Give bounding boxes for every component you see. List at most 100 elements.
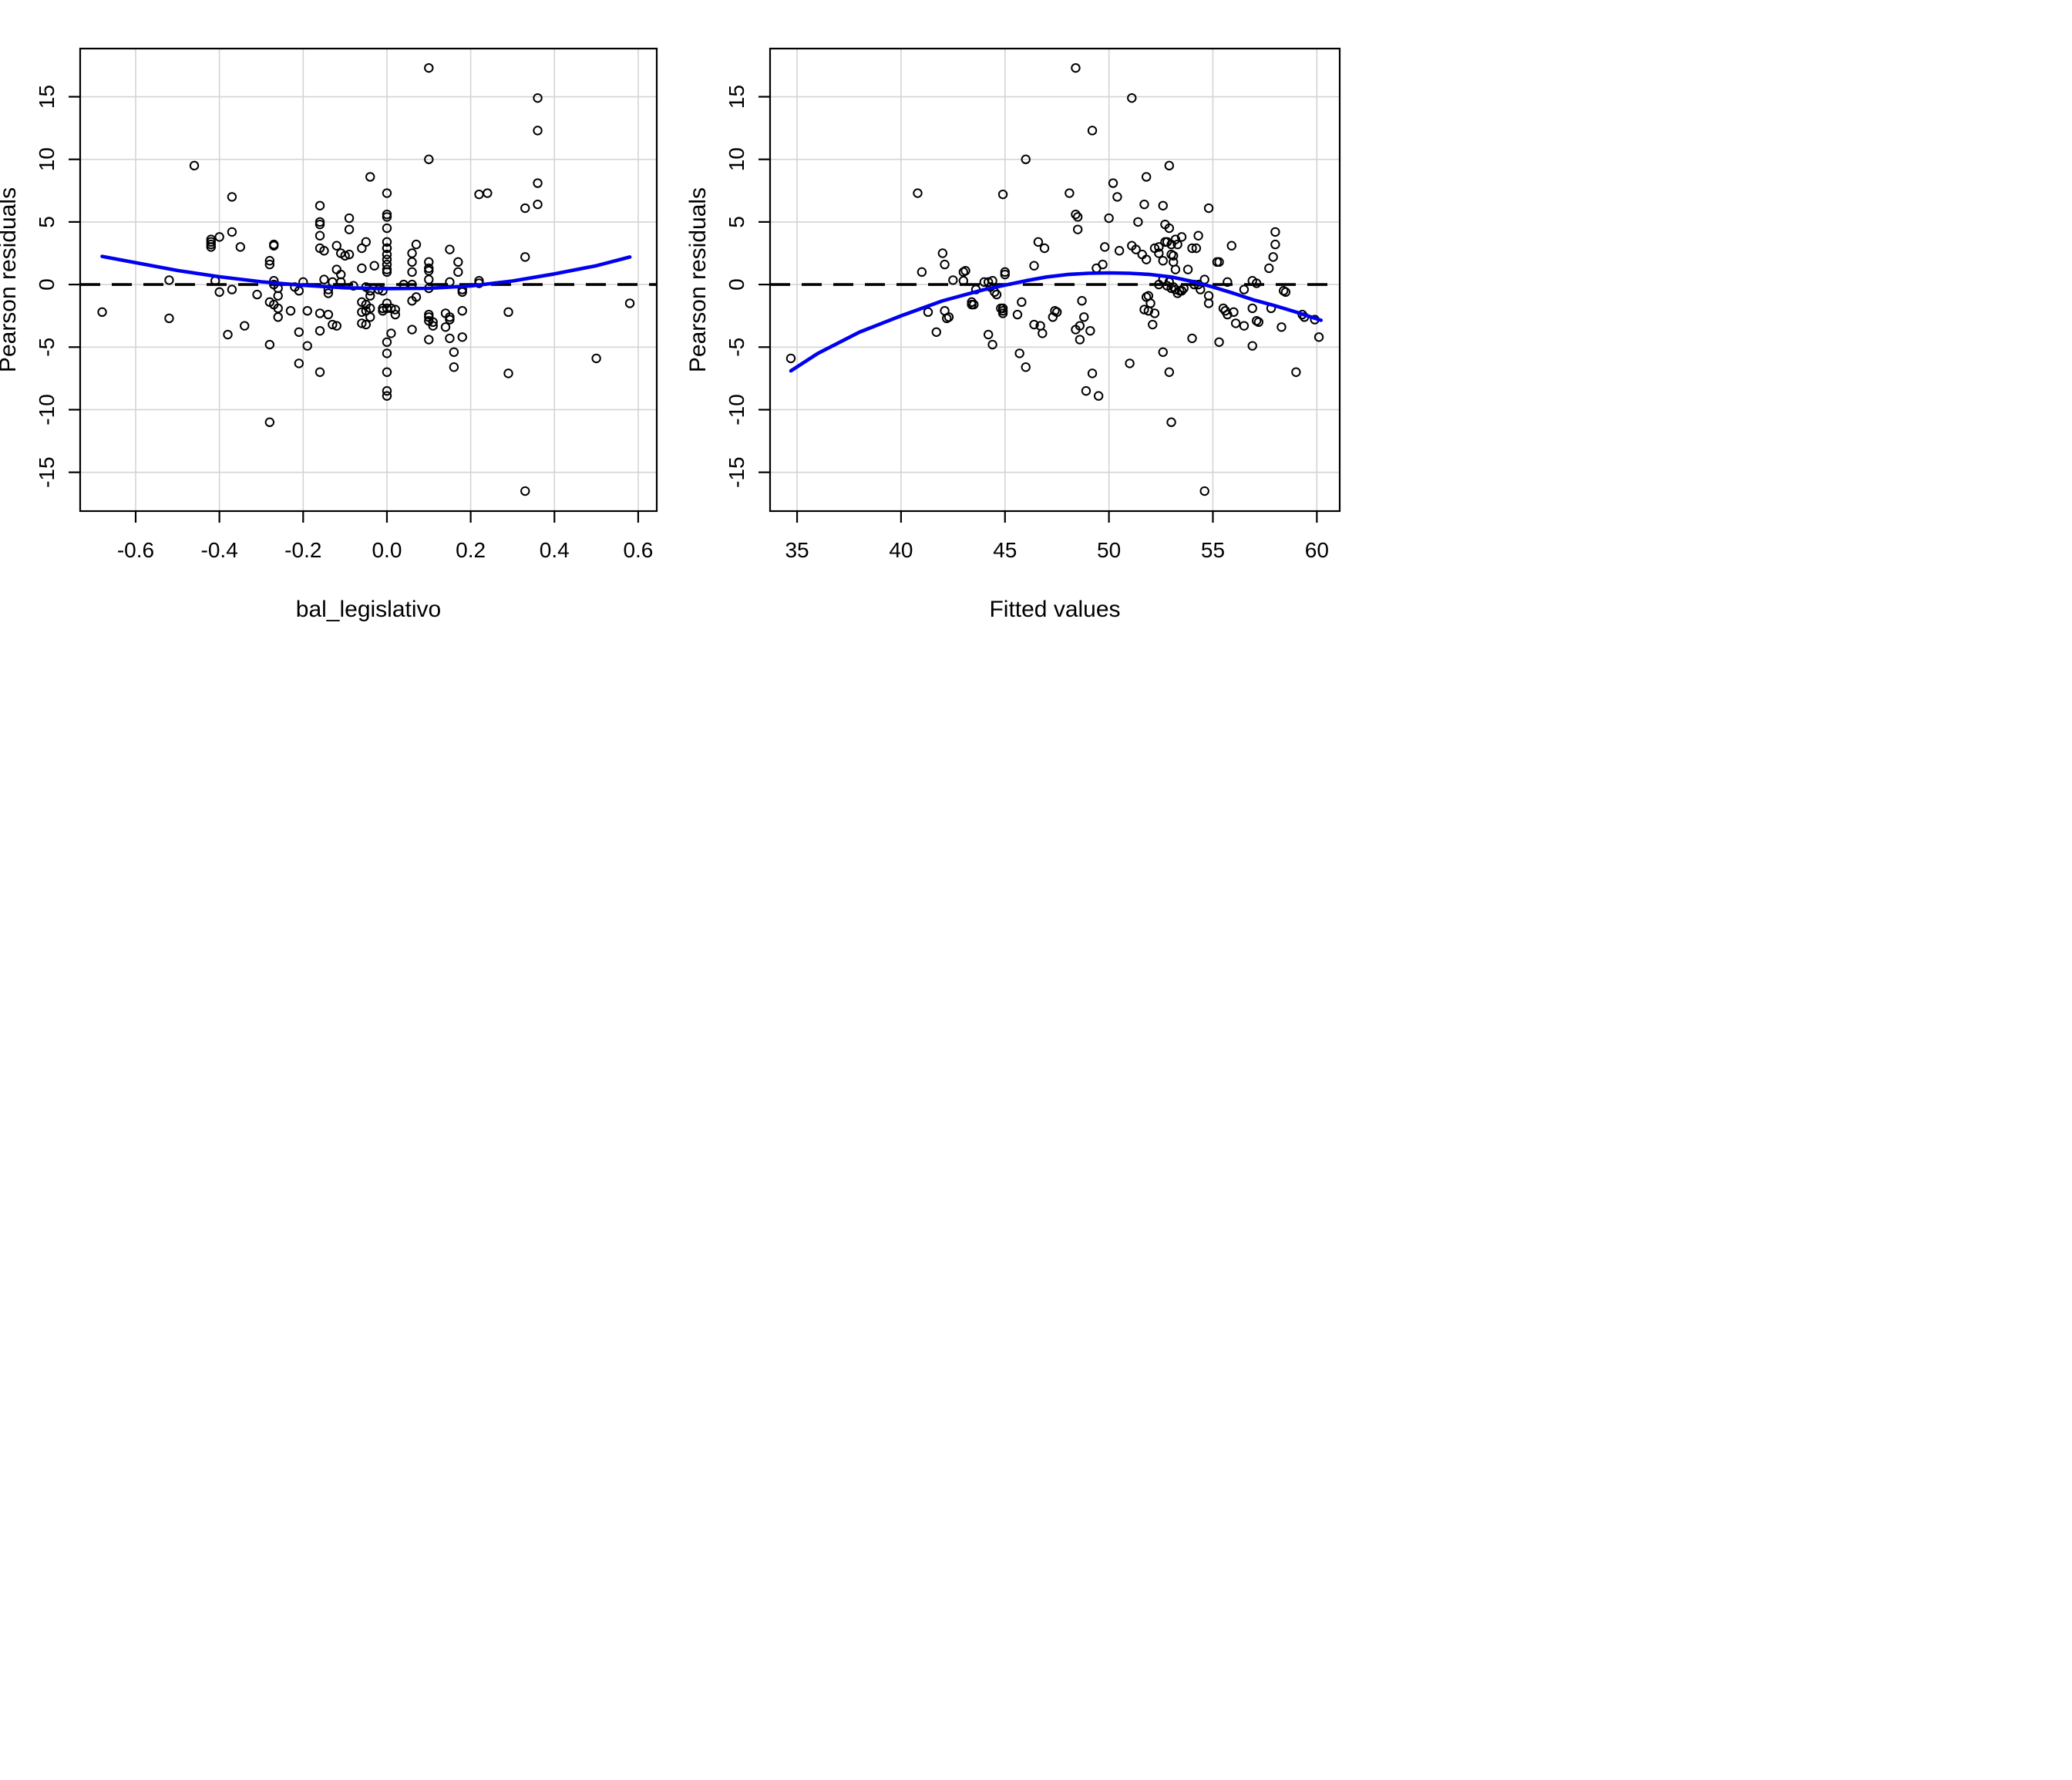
data-point [1158, 200, 1168, 210]
y-tick-label: 10 [725, 147, 748, 171]
data-point [294, 286, 304, 296]
data-point [1196, 284, 1206, 294]
data-point [1072, 212, 1083, 222]
data-point [1114, 246, 1125, 256]
y-tick-label: 5 [725, 216, 748, 228]
data-point [1029, 261, 1039, 271]
data-point [1071, 62, 1081, 73]
data-point [1203, 203, 1214, 214]
data-point [357, 243, 367, 254]
x-tick-label: 40 [889, 538, 913, 562]
data-point [227, 192, 237, 202]
data-point [445, 244, 455, 254]
y-axis-title: Pearson residuals [685, 187, 711, 372]
data-point [1017, 297, 1027, 308]
data-point [344, 213, 355, 224]
data-point [382, 367, 392, 377]
data-point [440, 322, 451, 332]
data-point [1154, 242, 1164, 252]
data-point [386, 328, 396, 338]
data-point [1071, 325, 1081, 335]
left-plot: -0.6 -0.4 -0.2 0.0 0.2 0.4 0.6 -15 -10 -5 0 5 10 15 ba… [0, 47, 658, 622]
data-point [1270, 239, 1280, 250]
data-point [1021, 154, 1031, 164]
data-point [1199, 486, 1209, 496]
data-point [983, 277, 994, 288]
data-point [1280, 287, 1291, 298]
data-point [390, 309, 401, 320]
data-point [323, 288, 334, 298]
data-point [1247, 303, 1257, 314]
data-point [294, 358, 304, 368]
data-point [1133, 217, 1143, 227]
data-point [1230, 318, 1241, 328]
data-point [533, 126, 543, 136]
data-point [1000, 269, 1010, 280]
data-point [361, 305, 371, 316]
data-point [944, 312, 954, 322]
data-point [97, 307, 107, 318]
data-point [314, 200, 325, 210]
data-point [319, 246, 329, 256]
data-point [1270, 227, 1280, 237]
smooth-curve [100, 254, 632, 291]
data-point [1085, 325, 1095, 336]
data-point [1170, 264, 1181, 274]
data-point [1214, 337, 1224, 347]
data-point [1065, 188, 1075, 198]
data-point [340, 251, 350, 261]
data-point [1081, 385, 1092, 396]
data-point [913, 188, 923, 198]
data-point [948, 275, 958, 285]
data-point [323, 309, 334, 320]
data-point [407, 325, 417, 335]
data-point [445, 315, 455, 325]
data-point [1029, 319, 1039, 330]
y-tick-label: -5 [35, 338, 59, 357]
y-tick-label: -10 [725, 394, 748, 425]
data-point [1021, 362, 1031, 372]
data-point [382, 337, 392, 347]
data-point [264, 259, 275, 270]
y-tick-label: -15 [725, 456, 748, 487]
data-point [294, 327, 304, 337]
data-point [1172, 239, 1182, 250]
data-point [1014, 348, 1024, 358]
plot-box [79, 47, 658, 513]
y-tick-label: 5 [35, 216, 59, 228]
data-point [206, 242, 216, 252]
data-point [269, 239, 279, 250]
data-point [1164, 367, 1175, 377]
data-point [1139, 305, 1149, 315]
x-tick-label: 55 [1201, 538, 1225, 562]
data-point [252, 289, 262, 300]
data-point [1166, 417, 1176, 427]
x-tick-label: 0.0 [372, 538, 402, 562]
data-point [1158, 347, 1168, 357]
data-point [520, 486, 530, 496]
data-point [369, 261, 379, 271]
data-point [328, 319, 338, 330]
plot-box [769, 47, 1341, 513]
data-point [382, 348, 392, 358]
data-point [457, 332, 467, 342]
data-point [264, 417, 275, 427]
data-point [214, 287, 224, 298]
data-point [1179, 283, 1189, 294]
data-point [785, 353, 796, 364]
x-tick-label: 35 [785, 538, 809, 562]
data-point [1038, 328, 1048, 338]
data-point [382, 237, 392, 247]
data-point [319, 274, 329, 284]
data-point [1012, 309, 1023, 320]
data-point [1164, 160, 1175, 171]
data-point [382, 249, 392, 260]
data-point [1251, 278, 1262, 288]
data-point [273, 312, 283, 322]
points [97, 62, 635, 496]
x-tick-label: 45 [993, 538, 1017, 562]
data-point [411, 239, 422, 250]
data-point [302, 305, 312, 316]
data-point [240, 321, 250, 331]
data-point [382, 254, 392, 264]
